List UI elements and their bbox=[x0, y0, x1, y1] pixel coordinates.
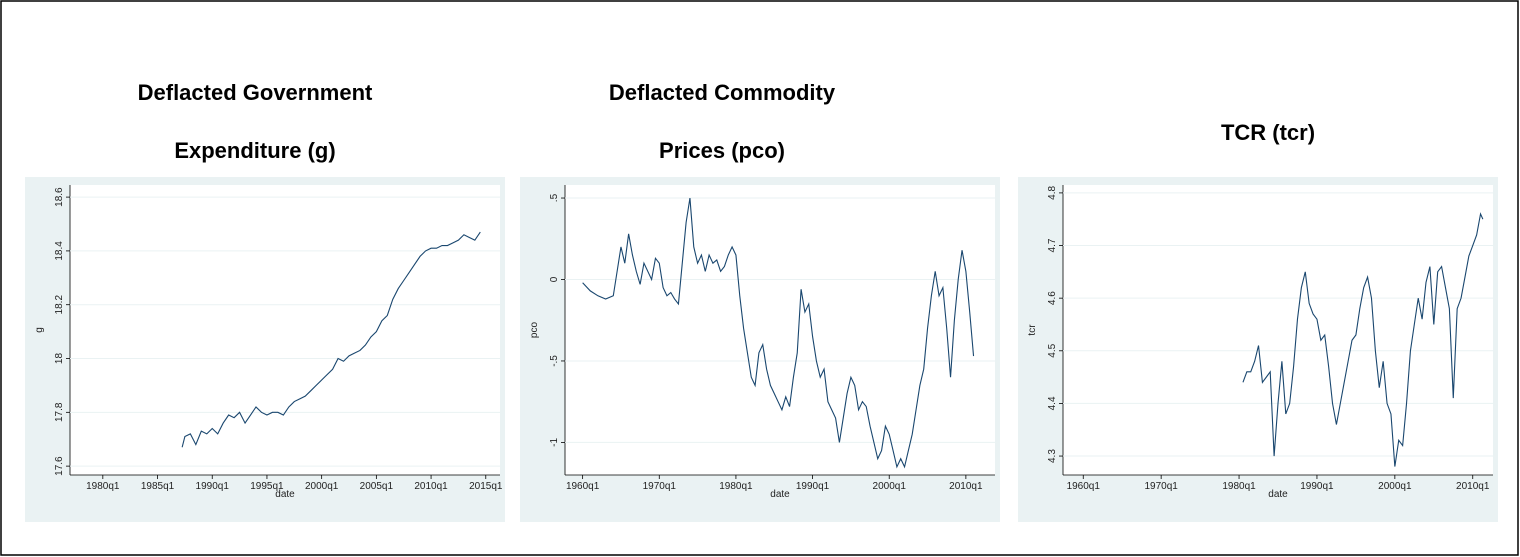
y-tick-label: 17.6 bbox=[54, 456, 65, 476]
y-tick-label: 17.8 bbox=[54, 402, 65, 422]
y-axis-title: pco bbox=[529, 322, 540, 339]
y-tick-label: 4.5 bbox=[1047, 343, 1058, 357]
x-tick-label: 1990q1 bbox=[796, 481, 830, 492]
x-tick-label: 1960q1 bbox=[566, 481, 600, 492]
y-tick-label: 18.4 bbox=[54, 241, 65, 261]
y-tick-label: -1 bbox=[549, 438, 560, 447]
data-line bbox=[181, 231, 481, 448]
chart-title: Prices (pco) bbox=[659, 138, 785, 163]
x-tick-label: 1980q1 bbox=[86, 481, 120, 492]
x-tick-label: 2000q1 bbox=[305, 481, 339, 492]
data-line bbox=[582, 197, 975, 469]
x-tick-label: 1995q1 bbox=[250, 481, 284, 492]
x-tick-label: 2000q1 bbox=[873, 481, 907, 492]
x-tick-label: 2000q1 bbox=[1378, 481, 1412, 492]
x-tick-label: 2010q1 bbox=[414, 481, 448, 492]
y-tick-label: 4.7 bbox=[1047, 238, 1058, 252]
chart-title: Deflacted Commodity bbox=[609, 80, 836, 105]
x-axis-title: date bbox=[275, 489, 295, 500]
y-tick-label: -.5 bbox=[549, 355, 560, 367]
y-tick-label: .5 bbox=[549, 193, 560, 202]
y-tick-label: 4.8 bbox=[1047, 186, 1058, 200]
y-tick-label: 18.6 bbox=[54, 187, 65, 207]
x-axis-title: date bbox=[1268, 489, 1288, 500]
data-line bbox=[1242, 212, 1484, 467]
x-tick-label: 1990q1 bbox=[196, 481, 230, 492]
x-tick-label: 1985q1 bbox=[141, 481, 175, 492]
y-tick-label: 4.6 bbox=[1047, 291, 1058, 305]
plot-area bbox=[1063, 185, 1493, 475]
x-tick-label: 1980q1 bbox=[1222, 481, 1256, 492]
y-axis-title: tcr bbox=[1027, 324, 1038, 336]
plot-area bbox=[70, 185, 500, 475]
x-tick-label: 1970q1 bbox=[643, 481, 677, 492]
y-axis-title: g bbox=[34, 327, 45, 333]
chart-title: TCR (tcr) bbox=[1221, 120, 1315, 145]
x-tick-label: 1980q1 bbox=[719, 481, 753, 492]
y-tick-label: 18.2 bbox=[54, 295, 65, 315]
x-tick-label: 2010q1 bbox=[1456, 481, 1490, 492]
y-tick-label: 4.3 bbox=[1047, 449, 1058, 463]
y-tick-label: 4.4 bbox=[1047, 396, 1058, 410]
x-tick-label: 2015q1 bbox=[469, 481, 503, 492]
chart-title: Deflacted Government bbox=[138, 80, 373, 105]
y-tick-label: 0 bbox=[549, 276, 560, 282]
plot-area bbox=[565, 185, 995, 475]
x-tick-label: 1970q1 bbox=[1144, 481, 1178, 492]
x-tick-label: 1960q1 bbox=[1067, 481, 1101, 492]
x-tick-label: 2005q1 bbox=[360, 481, 394, 492]
x-tick-label: 2010q1 bbox=[949, 481, 983, 492]
x-axis-title: date bbox=[770, 489, 790, 500]
x-tick-label: 1990q1 bbox=[1300, 481, 1334, 492]
chart-title: Expenditure (g) bbox=[174, 138, 335, 163]
y-tick-label: 18 bbox=[54, 353, 65, 365]
